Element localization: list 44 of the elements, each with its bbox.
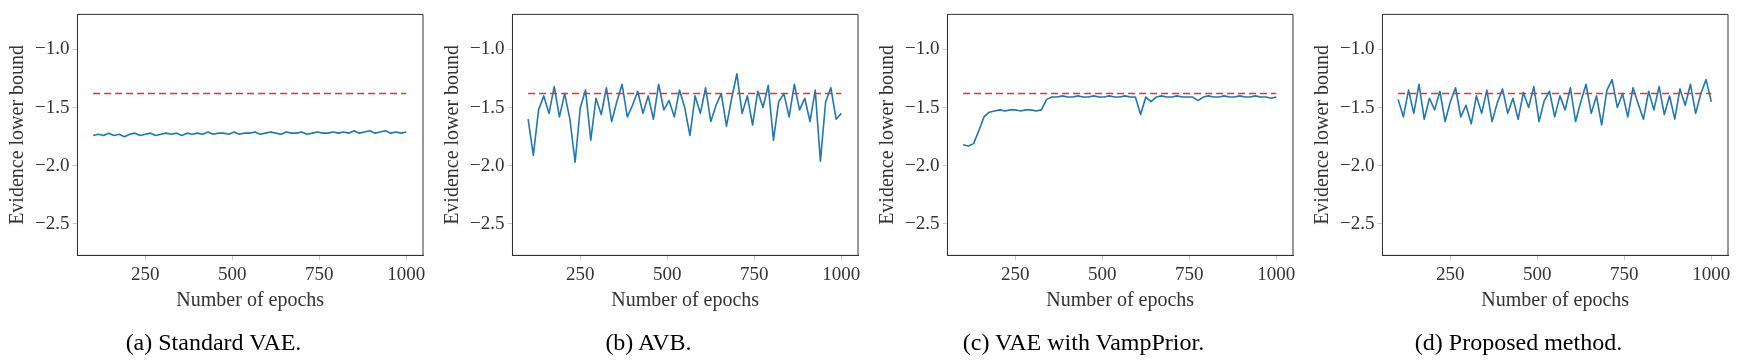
x-tick-label: 1000 xyxy=(1257,262,1296,284)
text: (c) VAE with VampPrior. xyxy=(962,328,1205,355)
x-axis-title: Number of epochs xyxy=(1481,288,1630,312)
x-tick-label: 1000 xyxy=(1692,262,1731,284)
text: (d) Proposed method. xyxy=(1414,328,1623,355)
y-tick-label: −2.0 xyxy=(470,153,505,175)
x-tick-label: 250 xyxy=(1436,262,1465,284)
x-axis-title: Number of epochs xyxy=(1046,288,1195,312)
y-tick-label: −2.0 xyxy=(905,153,940,175)
y-axis-title: Evidence lower bound xyxy=(5,44,28,225)
y-axis-title: Evidence lower bound xyxy=(875,44,898,225)
x-axis-title: Number of epochs xyxy=(611,288,760,312)
y-tick-label: −1.5 xyxy=(905,95,940,117)
x-tick-label: 750 xyxy=(740,262,769,284)
x-tick-label: 250 xyxy=(131,262,160,284)
y-tick-label: −1.5 xyxy=(470,95,505,117)
y-tick-label: −1.5 xyxy=(1340,95,1375,117)
x-tick-label: 500 xyxy=(653,262,682,284)
y-tick-label: −2.5 xyxy=(470,211,505,233)
x-tick-label: 1000 xyxy=(387,262,426,284)
x-tick-label: 750 xyxy=(1175,262,1204,284)
y-tick-label: −2.5 xyxy=(35,211,70,233)
y-axis-title: Evidence lower bound xyxy=(1310,44,1333,225)
x-tick-label: 500 xyxy=(1088,262,1117,284)
y-axis-title: Evidence lower bound xyxy=(440,44,463,225)
x-tick-label: 500 xyxy=(1523,262,1552,284)
text: (a) Standard VAE. xyxy=(125,328,302,355)
x-tick-label: 1000 xyxy=(822,262,861,284)
x-tick-label: 750 xyxy=(305,262,334,284)
x-tick-label: 250 xyxy=(566,262,595,284)
y-tick-label: −2.5 xyxy=(1340,211,1375,233)
y-tick-label: −2.0 xyxy=(35,153,70,175)
y-tick-label: −1.0 xyxy=(35,37,70,59)
x-tick-label: 500 xyxy=(218,262,247,284)
y-tick-label: −1.0 xyxy=(470,37,505,59)
x-axis-title: Number of epochs xyxy=(176,288,325,312)
y-tick-label: −1.0 xyxy=(905,37,940,59)
x-tick-label: 750 xyxy=(1610,262,1639,284)
x-tick-label: 250 xyxy=(1001,262,1030,284)
y-tick-label: −1.5 xyxy=(35,95,70,117)
y-tick-label: −2.0 xyxy=(1340,153,1375,175)
y-tick-label: −1.0 xyxy=(1340,37,1375,59)
text: (b) AVB. xyxy=(605,328,692,355)
y-tick-label: −2.5 xyxy=(905,211,940,233)
